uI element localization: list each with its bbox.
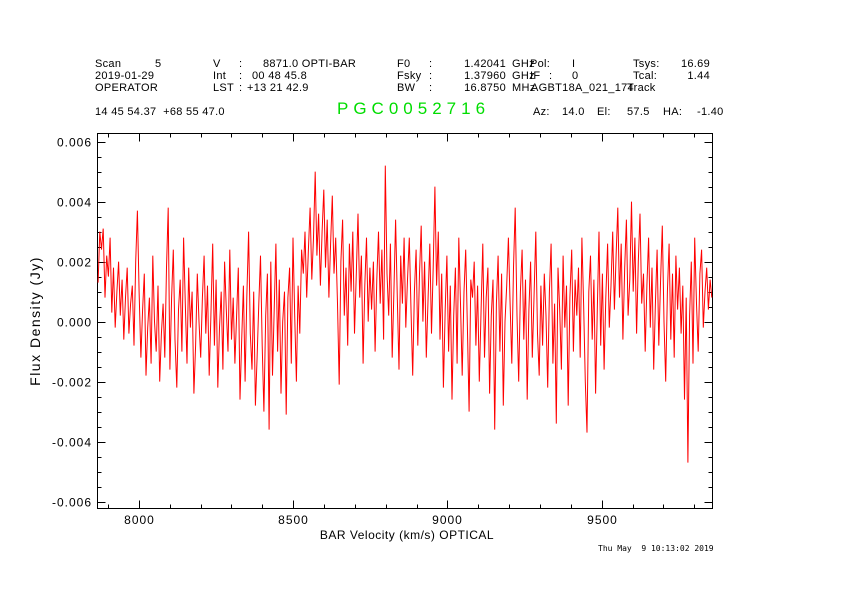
hour-angle-value: -1.40: [697, 106, 724, 118]
tcal-label: Tcal:: [633, 70, 658, 82]
y-tick-label: 0.006: [57, 136, 92, 150]
azimuth-label: Az:: [533, 106, 550, 118]
bw-label: BW: [397, 82, 416, 94]
y-tick-label: -0.002: [52, 376, 92, 390]
f0-label: F0: [397, 58, 411, 70]
y-tick-label: -0.004: [52, 436, 92, 450]
azimuth-value: 14.0: [562, 106, 585, 118]
colon: :: [549, 70, 553, 82]
pol-label: Pol:: [530, 58, 551, 70]
axis-tick-labels: 8000 8500 9000 9500 0.006 0.004 0.002 0.000 -0.0…: [52, 136, 618, 528]
colon: :: [429, 58, 433, 70]
f0-unit: GHz: [512, 58, 535, 70]
fsky-unit: GHz: [512, 70, 535, 82]
y-tick-label: 0.004: [57, 196, 92, 210]
lst-label: LST: [213, 82, 235, 94]
colon: :: [429, 70, 433, 82]
fsky-label: Fsky: [397, 70, 422, 82]
y-tick-label: 0.000: [57, 316, 92, 330]
if-value: 0: [572, 70, 579, 82]
colon: :: [429, 82, 433, 94]
scan-value: 5: [155, 58, 162, 70]
spectrum-line: [97, 165, 713, 463]
velocity-value: 8871.0 OPTI-BAR: [263, 58, 357, 70]
y-axis-title: Flux Density (Jy): [27, 256, 43, 386]
plot-timestamp: Thu May 9 10:13:02 2019: [598, 544, 714, 553]
fsky-value: 1.37960: [464, 70, 506, 82]
velocity-label: V: [213, 58, 221, 70]
hour-angle-label: HA:: [663, 106, 683, 118]
source-coordinates: 14 45 54.37 +68 55 47.0: [95, 106, 225, 118]
x-tick-label: 9500: [587, 513, 618, 527]
plot-frame: [97, 133, 713, 509]
bw-value: 16.8750: [464, 82, 506, 94]
f0-value: 1.42041: [464, 58, 506, 70]
project-id: AGBT18A_021_174: [531, 82, 634, 94]
bw-unit: MHz: [512, 82, 536, 94]
scan-label: Scan: [95, 58, 122, 70]
x-axis-title: BAR Velocity (km/s) OPTICAL: [320, 528, 494, 542]
elevation-label: El:: [597, 106, 611, 118]
lst-value: +13 21 42.9: [247, 82, 309, 94]
date-value: 2019-01-29: [95, 70, 155, 82]
x-tick-label: 8500: [278, 513, 309, 527]
y-tick-label: 0.002: [57, 256, 92, 270]
int-label: Int: [213, 70, 227, 82]
observer-value: OPERATOR: [95, 82, 159, 94]
int-value: 00 48 45.8: [252, 70, 307, 82]
pol-value: I: [572, 58, 576, 70]
colon: :: [239, 70, 243, 82]
axis-ticks: [97, 133, 713, 509]
y-tick-label: -0.006: [52, 496, 92, 510]
source-title: PGC0052716: [337, 99, 491, 118]
tcal-value: 1.44: [687, 70, 710, 82]
colon: :: [239, 82, 243, 94]
colon: :: [239, 58, 243, 70]
if-label: IF: [530, 70, 541, 82]
x-tick-label: 8000: [124, 513, 155, 527]
tsys-value: 16.69: [680, 58, 710, 70]
procedure-name: Track: [627, 82, 656, 94]
tsys-label: Tsys:: [633, 58, 660, 70]
x-tick-label: 9000: [432, 513, 463, 527]
elevation-value: 57.5: [627, 106, 650, 118]
